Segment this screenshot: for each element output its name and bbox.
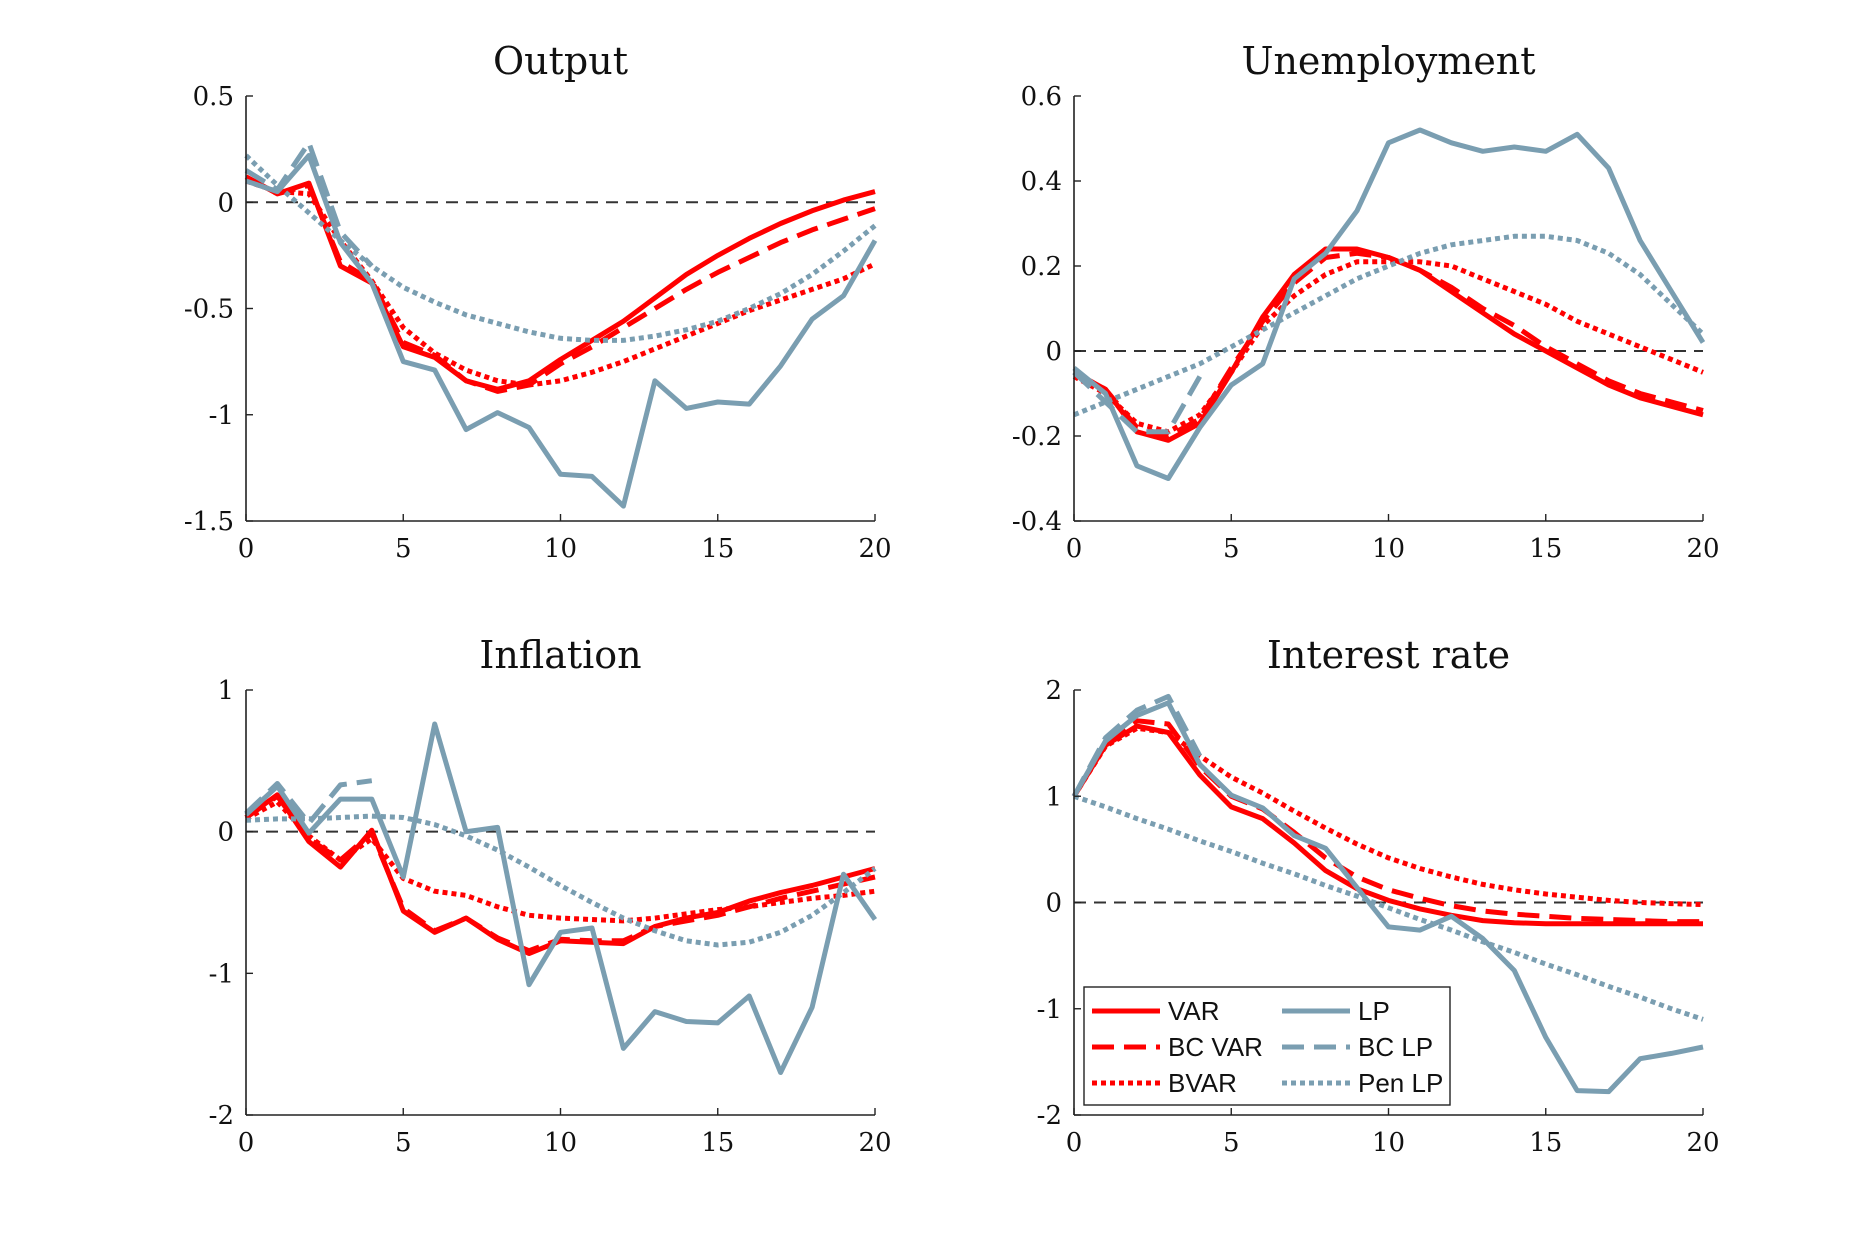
- unemployment-series-var: [1072, 246, 1704, 443]
- interest-rate-y-tick-label: -2: [1037, 1101, 1062, 1131]
- unemployment-title: Unemployment: [1241, 39, 1535, 83]
- unemployment-series-lp: [1072, 127, 1706, 481]
- unemployment-series-bvar: [1072, 259, 1704, 435]
- output-series-bvar: [245, 178, 877, 388]
- legend-label-bvar: BVAR: [1168, 1068, 1237, 1098]
- unemployment-y-tick-label: -0.4: [1012, 507, 1062, 537]
- output-y-tick-label: -0.5: [184, 295, 234, 325]
- legend-label-bc-lp: BC LP: [1358, 1032, 1433, 1062]
- output-y-tick-label: -1.5: [184, 507, 234, 537]
- interest-rate-y-tick-label: 1: [1045, 782, 1062, 812]
- interest-rate-x-tick-label: 5: [1223, 1128, 1240, 1158]
- inflation-y-tick-label: -1: [209, 959, 234, 989]
- unemployment-series-bc-lp: [1072, 370, 1202, 435]
- inflation-panel: Inflation 0 5 10 15 20 -2 -1 0 1: [209, 633, 892, 1158]
- interest-rate-series-bc-lp: [1071, 693, 1203, 798]
- interest-rate-x-tick-label: 10: [1372, 1128, 1405, 1158]
- unemployment-y-tick-label: 0: [1045, 337, 1062, 367]
- interest-rate-y-tick-label: 0: [1045, 889, 1062, 919]
- inflation-x-tick-label: 20: [858, 1128, 891, 1158]
- inflation-x-tick-label: 0: [238, 1128, 255, 1158]
- output-x-tick-label: 20: [858, 534, 891, 564]
- output-x-tick-label: 15: [701, 534, 734, 564]
- legend-label-pen-lp: Pen LP: [1358, 1068, 1443, 1098]
- unemployment-x-tick-label: 15: [1529, 534, 1562, 564]
- unemployment-y-tick-label: 0.4: [1021, 167, 1062, 197]
- inflation-y-tick-label: 0: [217, 818, 234, 848]
- unemployment-x-tick-label: 0: [1066, 534, 1083, 564]
- interest-rate-series-bvar: [1071, 725, 1704, 908]
- interest-rate-series-bc-var: [1071, 718, 1703, 925]
- output-x-tick-label: 5: [395, 534, 412, 564]
- inflation-series-lp: [244, 721, 878, 1075]
- interest-rate-series-var: [1071, 723, 1703, 927]
- inflation-x-tick-label: 10: [544, 1128, 577, 1158]
- legend: VAR LP BC VAR BC LP BVAR Pen LP: [1083, 986, 1451, 1106]
- output-series-lp: [245, 153, 878, 509]
- interest-rate-panel: Interest rate 0 5 10 15 20 -2 -1 0 1 2: [1037, 633, 1720, 1158]
- legend-label-var: VAR: [1168, 996, 1220, 1026]
- interest-rate-y-tick-label: -1: [1037, 995, 1062, 1025]
- inflation-y-tick-label: -2: [209, 1101, 234, 1131]
- legend-label-bc-var: BC VAR: [1168, 1032, 1263, 1062]
- unemployment-y-tick-label: -0.2: [1012, 422, 1062, 452]
- inflation-series-bvar: [244, 799, 876, 924]
- inflation-y-tick-label: 1: [217, 676, 234, 706]
- inflation-title: Inflation: [479, 633, 641, 677]
- inflation-series-pen-lp: [245, 813, 877, 948]
- unemployment-x-tick-label: 10: [1372, 534, 1405, 564]
- interest-rate-y-tick-label: 2: [1045, 676, 1062, 706]
- interest-rate-x-tick-label: 0: [1066, 1128, 1083, 1158]
- output-y-tick-label: 0.5: [193, 82, 234, 112]
- inflation-x-tick-label: 15: [701, 1128, 734, 1158]
- unemployment-y-tick-label: 0.6: [1021, 82, 1062, 112]
- inflation-x-tick-label: 5: [395, 1128, 412, 1158]
- output-y-tick-label: 0: [217, 188, 234, 218]
- output-series-var: [244, 174, 876, 392]
- output-series-pen-lp: [244, 153, 877, 343]
- output-series-bc-var: [244, 174, 876, 394]
- unemployment-panel: Unemployment 0 5 10 15 20 -0.4 -0.2 0 0.2 0.4 0.6: [1012, 39, 1720, 564]
- interest-rate-series-pen-lp: [1073, 793, 1704, 1022]
- unemployment-x-tick-label: 5: [1223, 534, 1240, 564]
- output-x-tick-label: 10: [544, 534, 577, 564]
- interest-rate-series-lp: [1071, 700, 1704, 1095]
- output-x-tick-label: 0: [238, 534, 255, 564]
- legend-label-lp: LP: [1358, 996, 1390, 1026]
- interest-rate-x-tick-label: 20: [1686, 1128, 1719, 1158]
- output-panel: Output 0 5 10 15 20 -1.5 -1 -0.5 0 0.5: [184, 39, 892, 564]
- output-series-bc-lp: [244, 140, 374, 268]
- unemployment-series-pen-lp: [1073, 233, 1705, 418]
- unemployment-y-tick-label: 0.2: [1021, 252, 1062, 282]
- unemployment-series-bc-var: [1072, 250, 1704, 439]
- interest-rate-x-tick-label: 15: [1529, 1128, 1562, 1158]
- output-y-tick-label: -1: [209, 401, 234, 431]
- output-title: Output: [493, 39, 628, 83]
- unemployment-x-tick-label: 20: [1686, 534, 1719, 564]
- interest-rate-title: Interest rate: [1267, 633, 1510, 677]
